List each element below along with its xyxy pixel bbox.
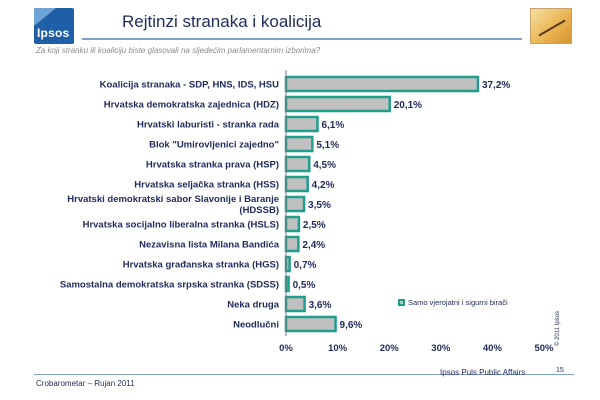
bar-7 — [284, 215, 301, 233]
x-tick-label-1: 10% — [328, 343, 348, 354]
value-label-1: 20,1% — [394, 100, 422, 111]
category-label-2: Hrvatski laburisti - stranka rada — [137, 120, 280, 131]
x-tick-label-3: 30% — [431, 343, 451, 354]
footer-survey-name: Crobarometar – Rujan 2011 — [36, 379, 135, 388]
legend-swatch — [398, 299, 405, 306]
ipsos-logo: Ipsos — [34, 8, 74, 44]
x-tick-label-5: 50% — [534, 343, 554, 354]
category-label-7: Hrvatska socijalno liberalna stranka (HS… — [83, 220, 279, 231]
category-label-6: Hrvatski demokratski sabor Slavonije i B… — [67, 194, 279, 216]
category-label-9: Hrvatska građanska stranka (HGS) — [123, 260, 279, 271]
bar-0 — [284, 75, 480, 93]
value-label-2: 6,1% — [321, 120, 344, 131]
value-label-5: 4,2% — [312, 180, 335, 191]
value-label-6: 3,5% — [308, 200, 331, 211]
title-divider — [82, 38, 522, 40]
chart-legend: Samo vjerojatni i sigurni birači — [398, 298, 508, 307]
bar-11 — [284, 295, 306, 313]
bar-3 — [284, 135, 314, 153]
value-label-12: 9,6% — [340, 320, 363, 331]
x-tick-label-0: 0% — [279, 343, 293, 354]
pen-paper-image — [530, 8, 572, 44]
copyright-note: © 2011 Ipsos — [555, 311, 561, 346]
logo-accent — [34, 8, 56, 26]
footer-divider — [34, 374, 574, 375]
legend-label: Samo vjerojatni i sigurni birači — [408, 298, 508, 307]
category-label-4: Hrvatska stranka prava (HSP) — [146, 160, 279, 171]
bar-12 — [284, 315, 337, 333]
value-label-11: 3,6% — [309, 300, 332, 311]
survey-question: Za koji stranku ili koaliciju biste glas… — [36, 46, 321, 55]
bar-9 — [284, 255, 291, 273]
bar-8 — [284, 235, 300, 253]
category-label-0: Koalicija stranaka - SDP, HNS, IDS, HSU — [100, 80, 279, 91]
value-label-10: 0,5% — [293, 280, 316, 291]
value-label-0: 37,2% — [482, 80, 510, 91]
footer-company: Ipsos Puls Public Affairs — [440, 368, 526, 377]
category-label-10: Samostalna demokratska srpska stranka (S… — [60, 280, 279, 291]
category-label-11: Neka druga — [227, 300, 279, 311]
value-label-9: 0,7% — [294, 260, 317, 271]
value-label-4: 4,5% — [313, 160, 336, 171]
x-tick-label-2: 20% — [380, 343, 400, 354]
x-tick-label-4: 40% — [483, 343, 503, 354]
value-label-3: 5,1% — [316, 140, 339, 151]
category-label-3: Blok "Umirovljenici zajedno" — [149, 140, 279, 151]
page-number: 15 — [556, 367, 564, 374]
bar-2 — [284, 115, 319, 133]
value-label-7: 2,5% — [303, 220, 326, 231]
page-title: Rejtinzi stranaka i koalicija — [122, 12, 322, 31]
bar-1 — [284, 95, 391, 113]
category-label-1: Hrvatska demokratska zajednica (HDZ) — [104, 100, 279, 111]
bar-6 — [284, 195, 306, 213]
bar-4 — [284, 155, 311, 173]
bar-5 — [284, 175, 309, 193]
value-label-8: 2,4% — [302, 240, 325, 251]
category-label-5: Hrvatska seljačka stranka (HSS) — [134, 180, 279, 191]
category-label-12: Neodlučni — [233, 320, 279, 331]
logo-text: Ipsos — [37, 26, 70, 40]
category-label-8: Nezavisna lista Milana Bandića — [139, 240, 280, 251]
